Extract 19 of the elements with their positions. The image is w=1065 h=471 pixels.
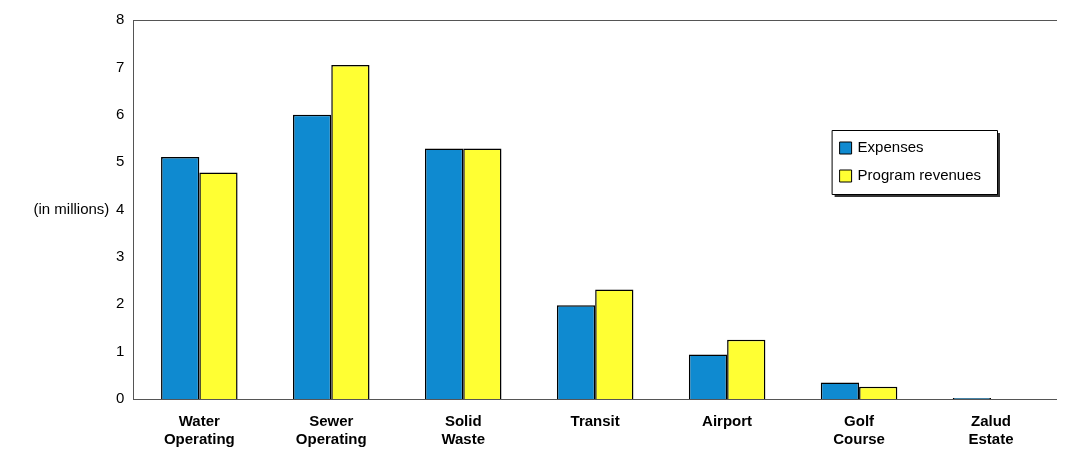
y-tick-label: 0	[116, 389, 125, 407]
y-axis-title: (in millions)	[33, 199, 110, 217]
legend-label: Expenses	[857, 138, 924, 156]
y-tick-label: 5	[116, 152, 125, 170]
x-tick-label: Transit	[570, 412, 620, 430]
y-tick-label: 1	[116, 341, 125, 359]
y-tick-label: 4	[116, 199, 125, 217]
x-tick-label: Water Operating	[163, 412, 235, 448]
y-tick-label: 2	[116, 294, 125, 312]
x-tick-label: Golf Course	[833, 412, 885, 448]
x-tick-label: Airport	[702, 412, 753, 430]
y-tick-label: 7	[116, 57, 125, 75]
y-tick-label: 8	[116, 10, 125, 28]
y-tick-label: 3	[116, 247, 125, 265]
x-tick-label: Sewer Operating	[295, 412, 367, 448]
x-tick-label: Solid Waste	[441, 412, 486, 448]
legend-label: Program revenues	[857, 166, 982, 184]
x-tick-label: Zalud Estate	[968, 412, 1014, 448]
y-tick-label: 6	[116, 104, 125, 122]
